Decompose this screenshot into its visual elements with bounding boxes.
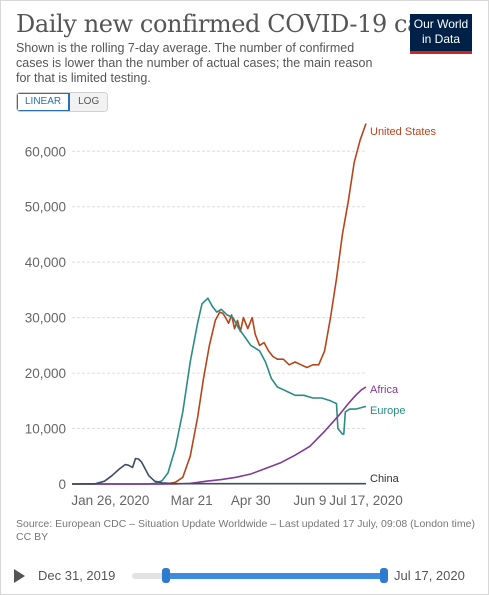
series-label-layer: United States Europe Africa China	[370, 126, 437, 485]
y-tick-label: 60,000	[25, 144, 66, 159]
x-tick-label: Mar 21	[171, 493, 213, 508]
x-tick-label: Jun 9	[293, 493, 326, 508]
series-line-africa	[72, 386, 367, 485]
y-tick-label: 40,000	[25, 255, 66, 270]
series-label-china: China	[370, 473, 400, 485]
series-label-africa: Africa	[370, 384, 399, 396]
scale-toggle: LINEAR LOG	[16, 92, 109, 112]
line-chart: 0 10,000 20,000 30,000 40,000 50,000 60,000 Jan…	[25, 123, 437, 508]
timeline-start-handle[interactable]	[162, 568, 170, 583]
linear-scale-button[interactable]: LINEAR	[17, 93, 71, 111]
series-label-united-states: United States	[370, 126, 437, 138]
x-tick-label: Jul 17, 2020	[329, 493, 403, 508]
timeline-end-label: Jul 17, 2020	[394, 568, 465, 583]
chart-subtitle: Shown is the rolling 7-day average. The …	[16, 41, 373, 85]
x-tick-label: Apr 30	[231, 493, 271, 508]
axis-layer: 0 10,000 20,000 30,000 40,000 50,000 60,000 Jan…	[25, 144, 403, 508]
license-text[interactable]: CC BY	[16, 531, 49, 543]
series-label-europe: Europe	[370, 405, 405, 417]
chart-title: Daily new confirmed COVID-19 cases	[16, 10, 459, 38]
timeline-end-handle[interactable]	[380, 568, 388, 583]
logo-line-1: Our World	[413, 17, 469, 31]
series-line-europe	[72, 297, 367, 485]
y-tick-label: 30,000	[25, 311, 66, 326]
owid-logo[interactable]: Our World in Data	[410, 14, 472, 54]
timeline-start-label: Dec 31, 2019	[38, 568, 116, 583]
play-icon[interactable]	[14, 569, 25, 583]
y-tick-label: 50,000	[25, 200, 66, 215]
y-tick-label: 10,000	[25, 422, 66, 437]
series-line-united-states	[72, 123, 367, 485]
source-note: Source: European CDC – Situation Update …	[16, 518, 476, 544]
series-line-china	[71, 457, 366, 485]
y-tick-label: 0	[58, 477, 66, 492]
timeline-selected-range	[166, 573, 384, 579]
logo-line-2: in Data	[421, 32, 461, 46]
timeline: Dec 31, 2019 Jul 17, 2020	[0, 560, 489, 594]
source-text: Source: European CDC – Situation Update …	[16, 518, 475, 530]
x-tick-label: Jan 26, 2020	[71, 493, 149, 508]
y-tick-label: 20,000	[25, 366, 66, 381]
log-scale-button[interactable]: LOG	[70, 93, 108, 111]
series-layer	[71, 123, 367, 485]
